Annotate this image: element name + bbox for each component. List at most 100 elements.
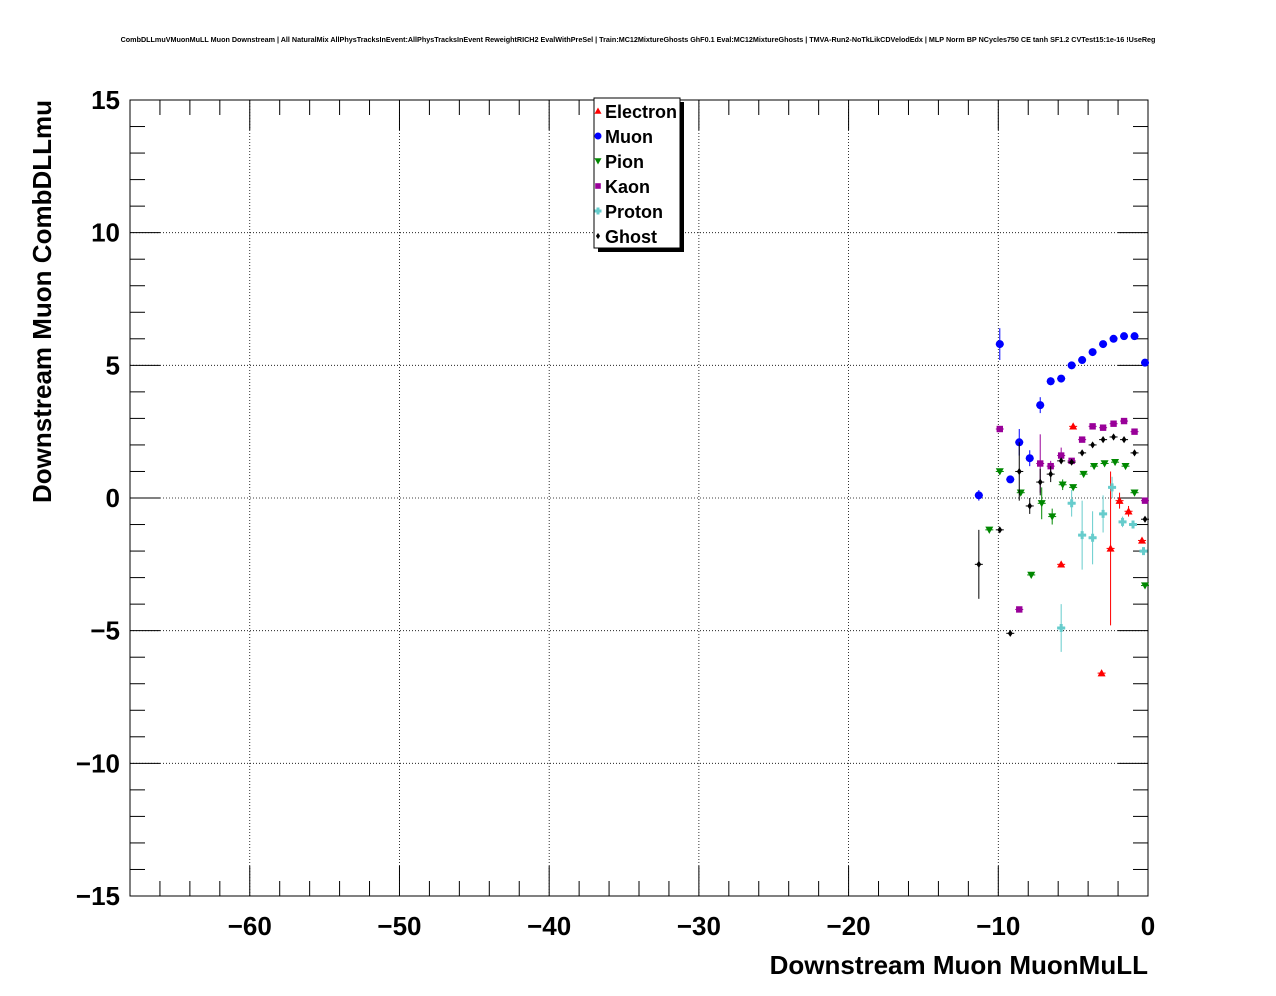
pion-point bbox=[995, 468, 1004, 476]
kaon-point bbox=[1110, 420, 1117, 427]
ghost-point bbox=[1007, 629, 1013, 637]
x-axis-label: Downstream Muon MuonMuLL bbox=[770, 950, 1149, 980]
legend-marker-pion bbox=[594, 158, 602, 165]
x-tick-label: −40 bbox=[527, 911, 571, 941]
series-ghost bbox=[974, 433, 1150, 637]
legend-marker-ghost bbox=[595, 232, 601, 240]
x-tick-label: −60 bbox=[228, 911, 272, 941]
pion-point bbox=[1100, 460, 1109, 468]
ghost-point bbox=[1121, 436, 1127, 444]
proton-point bbox=[1088, 533, 1097, 542]
pion-point bbox=[1027, 571, 1036, 579]
y-tick-label: −10 bbox=[76, 748, 120, 778]
kaon-point bbox=[1131, 428, 1138, 435]
ghost-point bbox=[976, 560, 982, 568]
ghost-point bbox=[1132, 449, 1137, 457]
legend-label-pion: Pion bbox=[605, 152, 644, 172]
electron-point bbox=[1115, 496, 1124, 504]
ghost-point bbox=[1111, 433, 1116, 441]
pion-point bbox=[1016, 489, 1025, 497]
series-electron bbox=[1057, 422, 1147, 677]
ghost-point bbox=[1016, 467, 1022, 476]
pion-point bbox=[1141, 582, 1150, 590]
kaon-point bbox=[1141, 497, 1149, 504]
muon-point bbox=[1109, 334, 1118, 343]
muon-point bbox=[1078, 356, 1087, 365]
proton-point bbox=[1139, 547, 1148, 556]
muon-point bbox=[1067, 361, 1076, 370]
legend-entries: Electron Muon Pion Kaon Proton Ghost bbox=[594, 102, 677, 247]
ghost-point bbox=[1037, 478, 1043, 486]
legend-box bbox=[593, 97, 681, 249]
electron-point bbox=[1138, 536, 1147, 544]
x-tick-label: −50 bbox=[377, 911, 421, 941]
kaon-point bbox=[1037, 460, 1044, 467]
data-points bbox=[974, 328, 1150, 677]
electron-point bbox=[1069, 422, 1078, 430]
electron-point bbox=[1124, 507, 1133, 515]
muon-point bbox=[1120, 332, 1129, 341]
series-muon bbox=[974, 328, 1150, 501]
ghost-point bbox=[1058, 457, 1064, 465]
x-tick-label: −20 bbox=[827, 911, 871, 941]
muon-point bbox=[995, 340, 1004, 349]
pion-point bbox=[1121, 462, 1130, 471]
kaon-point bbox=[1120, 417, 1128, 425]
y-axis-label: Downstream Muon CombDLLmu bbox=[27, 100, 57, 503]
proton-point bbox=[1078, 531, 1087, 540]
muon-point bbox=[1036, 401, 1045, 410]
pion-point bbox=[1058, 481, 1067, 489]
x-tick-labels: −60 −50 −40 −30 −20 −10 0 bbox=[228, 911, 1156, 941]
kaon-point bbox=[1089, 423, 1096, 430]
pion-point bbox=[1090, 462, 1099, 471]
muon-point bbox=[1088, 348, 1097, 357]
legend-label-proton: Proton bbox=[605, 202, 663, 222]
x-tick-label: −10 bbox=[976, 911, 1020, 941]
proton-point bbox=[1057, 624, 1066, 633]
kaon-point bbox=[996, 425, 1003, 433]
proton-point bbox=[1099, 509, 1108, 518]
ghost-point bbox=[1090, 441, 1096, 449]
pion-point bbox=[1111, 458, 1120, 467]
grid-lines bbox=[130, 100, 1148, 896]
kaon-point bbox=[1078, 436, 1086, 443]
legend-marker-muon bbox=[594, 132, 602, 140]
legend-label-electron: Electron bbox=[605, 102, 677, 122]
series-proton bbox=[1057, 476, 1148, 652]
legend-label-kaon: Kaon bbox=[605, 177, 650, 197]
legend-marker-electron bbox=[594, 107, 602, 114]
muon-point bbox=[1141, 358, 1150, 367]
y-tick-labels: −15 −10 −5 0 5 10 15 bbox=[76, 85, 120, 911]
proton-point bbox=[1118, 517, 1127, 526]
pion-point bbox=[1130, 489, 1139, 497]
legend-label-ghost: Ghost bbox=[605, 227, 657, 247]
legend-label-muon: Muon bbox=[605, 127, 653, 147]
pion-point bbox=[1079, 470, 1088, 479]
y-tick-label: 5 bbox=[106, 350, 120, 380]
ghost-point bbox=[1100, 436, 1106, 444]
ghost-point bbox=[1079, 449, 1085, 457]
y-tick-label: −5 bbox=[90, 616, 120, 646]
muon-point bbox=[1046, 377, 1055, 386]
muon-point bbox=[1057, 374, 1066, 383]
pion-point bbox=[1069, 484, 1078, 492]
y-tick-label: −15 bbox=[76, 881, 120, 911]
pion-point bbox=[1048, 513, 1057, 521]
electron-point bbox=[1057, 560, 1066, 568]
kaon-point bbox=[1057, 452, 1065, 459]
y-tick-label: 0 bbox=[106, 483, 120, 513]
kaon-point bbox=[1047, 462, 1054, 470]
x-tick-label: −30 bbox=[677, 911, 721, 941]
muon-point bbox=[974, 491, 983, 500]
chart-title: CombDLLmuVMuonMuLL Muon Downstream | All… bbox=[121, 35, 1156, 44]
kaon-point bbox=[1016, 606, 1023, 613]
proton-point bbox=[1108, 483, 1117, 492]
legend: Electron Muon Pion Kaon Proton Ghost bbox=[593, 97, 684, 252]
legend-marker-proton bbox=[594, 207, 602, 215]
proton-point bbox=[1129, 520, 1138, 529]
muon-point bbox=[1130, 332, 1139, 341]
muon-point bbox=[1006, 475, 1015, 484]
ghost-point bbox=[1142, 515, 1148, 523]
legend-marker-kaon bbox=[595, 183, 601, 189]
